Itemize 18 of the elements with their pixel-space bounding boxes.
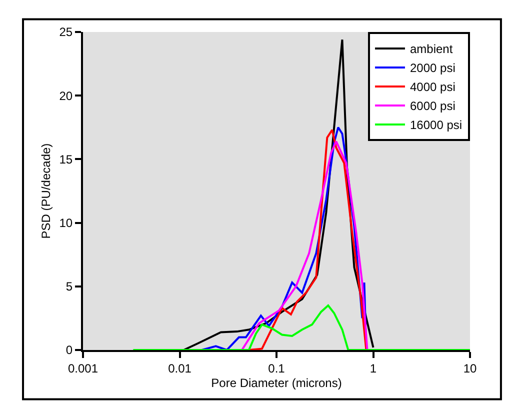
x-tick-label: 0.001 <box>68 361 98 376</box>
y-tick-label: 5 <box>66 280 73 294</box>
legend-label: 2000 psi <box>410 61 456 76</box>
legend-label: 4000 psi <box>410 80 456 94</box>
y-tick-label: 0 <box>66 343 73 358</box>
x-axis-title: Pore Diameter (microns) <box>211 376 342 390</box>
legend-label: ambient <box>410 42 454 56</box>
y-tick-label: 10 <box>59 216 73 230</box>
x-tick-label: 10 <box>463 361 477 376</box>
legend-label: 6000 psi <box>410 99 456 114</box>
y-tick-label: 20 <box>59 88 73 103</box>
x-tick-label: 0.1 <box>268 361 286 376</box>
legend-label: 16000 psi <box>410 118 462 132</box>
y-axis-title: PSD (PU/decade) <box>39 143 54 239</box>
y-tick-label: 15 <box>59 152 73 166</box>
x-tick-label: 1 <box>370 361 377 376</box>
x-tick-label: 0.01 <box>168 361 192 376</box>
y-tick-label: 25 <box>59 25 73 40</box>
